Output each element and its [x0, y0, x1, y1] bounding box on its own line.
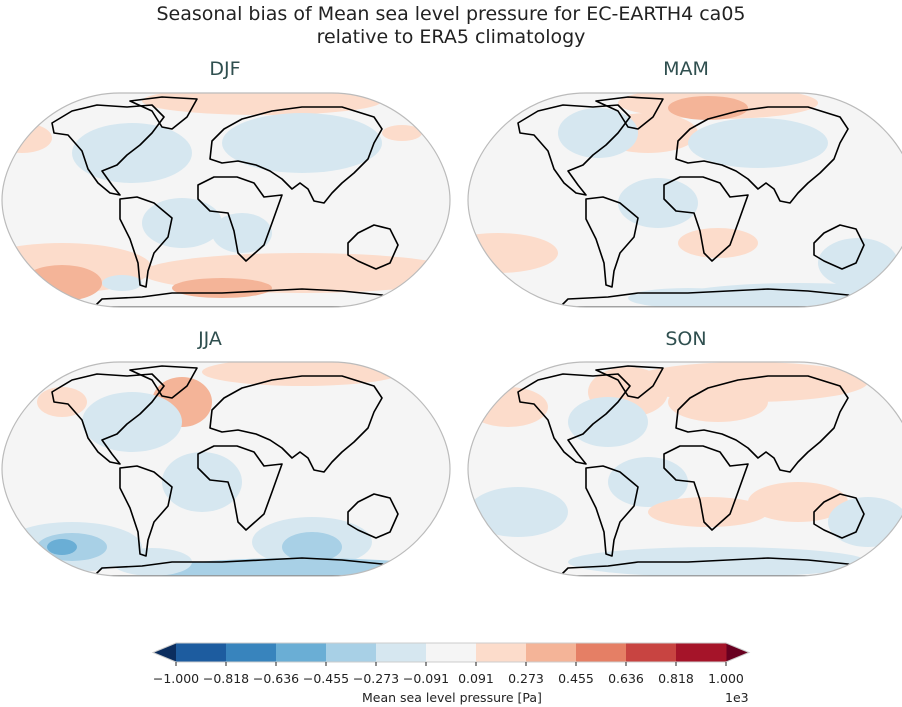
- panel-title-jja: JJA: [198, 328, 222, 350]
- colorbar-over-arrow: [726, 643, 749, 662]
- colorbar-segment: [676, 643, 727, 662]
- coastline-greenland: [595, 365, 664, 399]
- map-border: [1, 92, 451, 308]
- figure-title-line2: relative to ERA5 climatology: [316, 26, 586, 48]
- anomaly-contour: [668, 382, 768, 422]
- anomaly-contour: [222, 113, 382, 173]
- colorbar-tick-label: −0.455: [302, 671, 350, 686]
- coastline-south-america: [119, 196, 173, 288]
- panel-title-son: SON: [665, 328, 707, 350]
- map-border: [467, 361, 902, 577]
- anomaly-contour: [558, 108, 638, 158]
- colorbar-segment: [476, 643, 527, 662]
- map-panel-son: [467, 361, 902, 577]
- colorbar-segment: [576, 643, 627, 662]
- panel-title-djf: DJF: [209, 58, 241, 80]
- coastline-north-america: [51, 104, 165, 196]
- colorbar-tick-label: 0.273: [508, 671, 544, 686]
- map-border: [1, 361, 451, 577]
- anomaly-contour: [748, 482, 848, 522]
- coastline-australia: [347, 493, 399, 539]
- anomaly-contour: [608, 457, 688, 507]
- coastline-australia: [813, 493, 865, 539]
- colorbar-segment: [426, 643, 477, 662]
- colorbar-tick-label: −0.818: [202, 671, 250, 686]
- anomaly-contour: [648, 497, 768, 527]
- coastline-africa: [663, 176, 749, 262]
- coastline-north-america: [517, 104, 631, 196]
- colorbar-segment: [176, 643, 227, 662]
- colorbar-tick-label: 1.000: [708, 671, 744, 686]
- anomaly-contour: [212, 213, 272, 253]
- anomaly-contour: [468, 487, 568, 537]
- coastline-south-america: [585, 465, 639, 557]
- coastline-greenland: [129, 365, 198, 399]
- coastline-africa: [663, 445, 749, 531]
- anomaly-field: [468, 362, 902, 576]
- coastline-australia: [813, 224, 865, 270]
- coastline-north-america: [517, 373, 631, 465]
- colorbar-tick-label: −0.273: [352, 671, 400, 686]
- coastline-eurasia: [209, 375, 383, 473]
- anomaly-contour: [172, 278, 272, 298]
- coastline-eurasia: [209, 106, 383, 204]
- coastline-greenland: [129, 96, 198, 130]
- anomaly-contour: [152, 558, 450, 576]
- anomaly-contour: [37, 387, 87, 417]
- anomaly-contour: [678, 228, 758, 258]
- anomaly-contour: [82, 392, 182, 452]
- coastline-australia: [347, 224, 399, 270]
- colorbar-exponent: 1e3: [725, 690, 749, 705]
- anomaly-contour: [162, 452, 242, 512]
- coastline-north-america: [51, 373, 165, 465]
- anomaly-contour: [142, 198, 222, 248]
- coastline-south-america: [119, 465, 173, 557]
- map-panel-djf: [1, 92, 451, 308]
- figure-title-line1: Seasonal bias of Mean sea level pressure…: [156, 3, 746, 25]
- anomaly-contour: [382, 125, 422, 141]
- anomaly-contour: [282, 532, 342, 562]
- anomaly-contour: [112, 548, 192, 576]
- coastline-eurasia: [675, 375, 849, 473]
- anomaly-contour: [47, 539, 77, 555]
- colorbar-segment: [326, 643, 377, 662]
- colorbar-segment: [526, 643, 577, 662]
- colorbar: [151, 642, 751, 666]
- panel-title-mam: MAM: [663, 58, 709, 80]
- colorbar-tick-label: 0.818: [658, 671, 694, 686]
- anomaly-contour: [568, 547, 868, 576]
- anomaly-contour: [568, 397, 648, 447]
- anomaly-contour: [618, 178, 698, 228]
- colorbar-tick-label: 0.091: [458, 671, 494, 686]
- colorbar-label: Mean sea level pressure [Pa]: [362, 690, 542, 705]
- coastline-greenland: [595, 96, 664, 130]
- colorbar-tick-label: −0.636: [252, 671, 300, 686]
- colorbar-tick-label: −1.000: [152, 671, 200, 686]
- map-panel-jja: [1, 361, 451, 577]
- anomaly-contour: [102, 275, 142, 291]
- anomaly-contour: [668, 96, 748, 120]
- anomaly-contour: [142, 93, 382, 115]
- colorbar-under-arrow: [153, 643, 176, 662]
- colorbar-tick-label: 0.636: [608, 671, 644, 686]
- anomaly-contour: [72, 123, 192, 183]
- coastline-south-america: [585, 196, 639, 288]
- colorbar-segment: [376, 643, 427, 662]
- coastline-africa: [197, 445, 283, 531]
- anomaly-contour: [468, 233, 558, 273]
- colorbar-segment: [276, 643, 327, 662]
- anomaly-contour: [688, 118, 828, 168]
- coastline-eurasia: [675, 106, 849, 204]
- colorbar-tick-label: 0.455: [558, 671, 594, 686]
- map-border: [467, 92, 902, 308]
- coastline-africa: [197, 176, 283, 262]
- colorbar-segment: [226, 643, 277, 662]
- map-panel-mam: [467, 92, 902, 308]
- colorbar-segment: [626, 643, 677, 662]
- anomaly-field: [2, 362, 450, 576]
- colorbar-tick-label: −0.091: [402, 671, 450, 686]
